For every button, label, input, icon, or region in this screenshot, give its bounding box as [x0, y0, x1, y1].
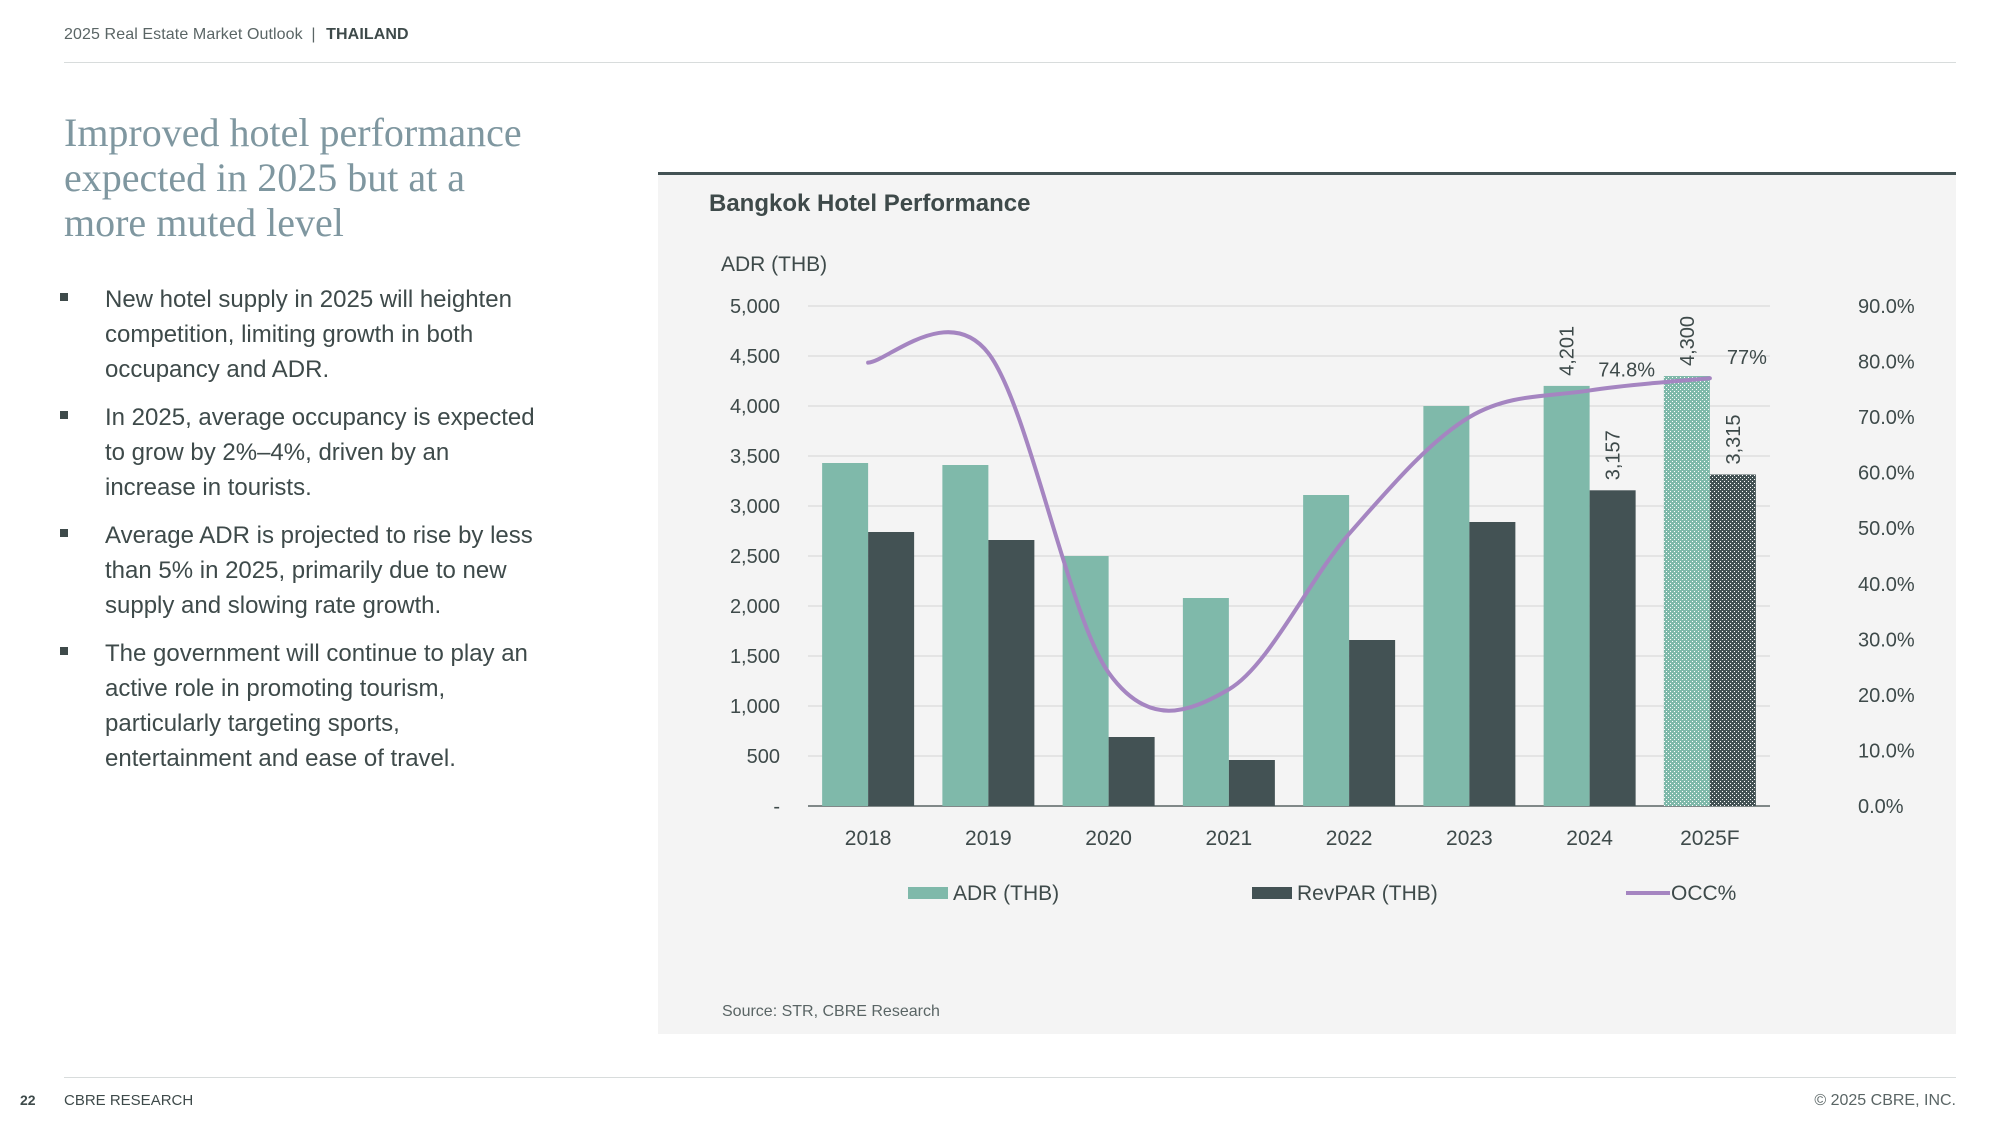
header-separator: | [311, 26, 316, 43]
legend-revpar-swatch [1252, 887, 1292, 899]
y-right-tick-label: 70.0% [1858, 407, 1915, 429]
y-left-tick-label: 4,000 [730, 396, 780, 418]
bullet-square-icon [60, 293, 68, 301]
report-country: THAILAND [326, 26, 409, 43]
bullet-item: New hotel supply in 2025 will heighten c… [58, 282, 538, 387]
x-tick-label: 2020 [1085, 827, 1132, 850]
bullet-text: Average ADR is projected to rise by less… [105, 522, 533, 619]
y-right-tick-label: 30.0% [1858, 629, 1915, 651]
x-tick-label: 2021 [1206, 827, 1253, 850]
report-header: 2025 Real Estate Market Outlook | THAILA… [64, 26, 409, 44]
legend-adr-swatch [908, 887, 948, 899]
x-tick-label: 2023 [1446, 827, 1493, 850]
x-tick-label: 2024 [1566, 827, 1613, 850]
bullet-text: New hotel supply in 2025 will heighten c… [105, 286, 512, 383]
y-right-tick-label: 0.0% [1858, 796, 1904, 818]
page-number: 22 [20, 1092, 36, 1108]
y-left-tick-label: 5,000 [730, 296, 780, 318]
adr-data-label: 4,201 [1557, 326, 1579, 376]
y-left-tick-label: 500 [747, 746, 780, 768]
bullet-item: The government will continue to play an … [58, 636, 538, 776]
header-divider [64, 62, 1956, 63]
revpar-bar [868, 532, 915, 806]
bullet-item: Average ADR is projected to rise by less… [58, 518, 538, 623]
y-right-tick-label: 50.0% [1858, 518, 1915, 540]
bullet-item: In 2025, average occupancy is expected t… [58, 400, 538, 505]
y-left-tick-label: 2,500 [730, 546, 780, 568]
y-left-tick-label: 1,000 [730, 696, 780, 718]
y-left-tick-label: 3,000 [730, 496, 780, 518]
y-left-tick-label: - [773, 796, 780, 818]
revpar-bar [1709, 474, 1756, 806]
revpar-data-label: 3,157 [1603, 430, 1625, 480]
y-left-tick-label: 2,000 [730, 596, 780, 618]
y-right-tick-label: 90.0% [1858, 296, 1915, 318]
footer-divider [64, 1077, 1956, 1078]
revpar-bar [1349, 640, 1396, 806]
y-axis-title: ADR (THB) [721, 253, 827, 276]
footer-copyright: © 2025 CBRE, INC. [1814, 1092, 1956, 1109]
revpar-bar [988, 540, 1035, 806]
occ-line [866, 330, 1712, 713]
revpar-bar [1108, 737, 1155, 806]
bullet-square-icon [60, 529, 68, 537]
y-left-tick-label: 3,500 [730, 446, 780, 468]
report-title: 2025 Real Estate Market Outlook [64, 26, 303, 43]
occ-data-label: 74.8% [1598, 359, 1655, 381]
occ-data-label: 77% [1727, 347, 1767, 369]
x-tick-label: 2022 [1326, 827, 1373, 850]
adr-bar [1303, 495, 1350, 806]
x-tick-label: 2019 [965, 827, 1012, 850]
bullet-list: New hotel supply in 2025 will heighten c… [58, 282, 538, 789]
chart-title: Bangkok Hotel Performance [709, 190, 1031, 217]
adr-bar [822, 463, 869, 806]
adr-bar [1663, 376, 1710, 806]
bullet-text: The government will continue to play an … [105, 640, 528, 772]
revpar-bar [1469, 522, 1516, 806]
y-left-tick-label: 4,500 [730, 346, 780, 368]
bullet-text: In 2025, average occupancy is expected t… [105, 404, 535, 501]
y-left-tick-label: 1,500 [730, 646, 780, 668]
revpar-data-label: 3,315 [1723, 414, 1745, 464]
y-right-tick-label: 60.0% [1858, 463, 1915, 485]
legend-occ-label: OCC% [1671, 882, 1736, 905]
y-right-tick-label: 40.0% [1858, 574, 1915, 596]
bullet-square-icon [60, 647, 68, 655]
hotel-performance-chart: ADR (THB) - 500 1,000 1,500 2,000 2,500 3,000 3… [721, 253, 1915, 905]
revpar-bar [1589, 490, 1636, 806]
chart-source: Source: STR, CBRE Research [722, 1003, 940, 1020]
adr-bar [942, 465, 989, 806]
x-tick-label: 2018 [845, 827, 892, 850]
adr-bar [1423, 406, 1470, 806]
x-tick-label: 2025F [1680, 827, 1740, 850]
page-headline: Improved hotel performance expected in 2… [64, 110, 522, 245]
adr-data-label: 4,300 [1677, 316, 1699, 366]
adr-bar [1543, 385, 1590, 806]
y-right-tick-label: 10.0% [1858, 740, 1915, 762]
bullet-square-icon [60, 411, 68, 419]
adr-bar [1062, 556, 1109, 806]
legend-adr-label: ADR (THB) [953, 882, 1059, 905]
y-right-tick-label: 80.0% [1858, 352, 1915, 374]
y-right-tick-label: 20.0% [1858, 685, 1915, 707]
footer-brand: CBRE RESEARCH [64, 1092, 194, 1109]
legend-revpar-label: RevPAR (THB) [1297, 882, 1438, 905]
revpar-bar [1228, 760, 1275, 806]
